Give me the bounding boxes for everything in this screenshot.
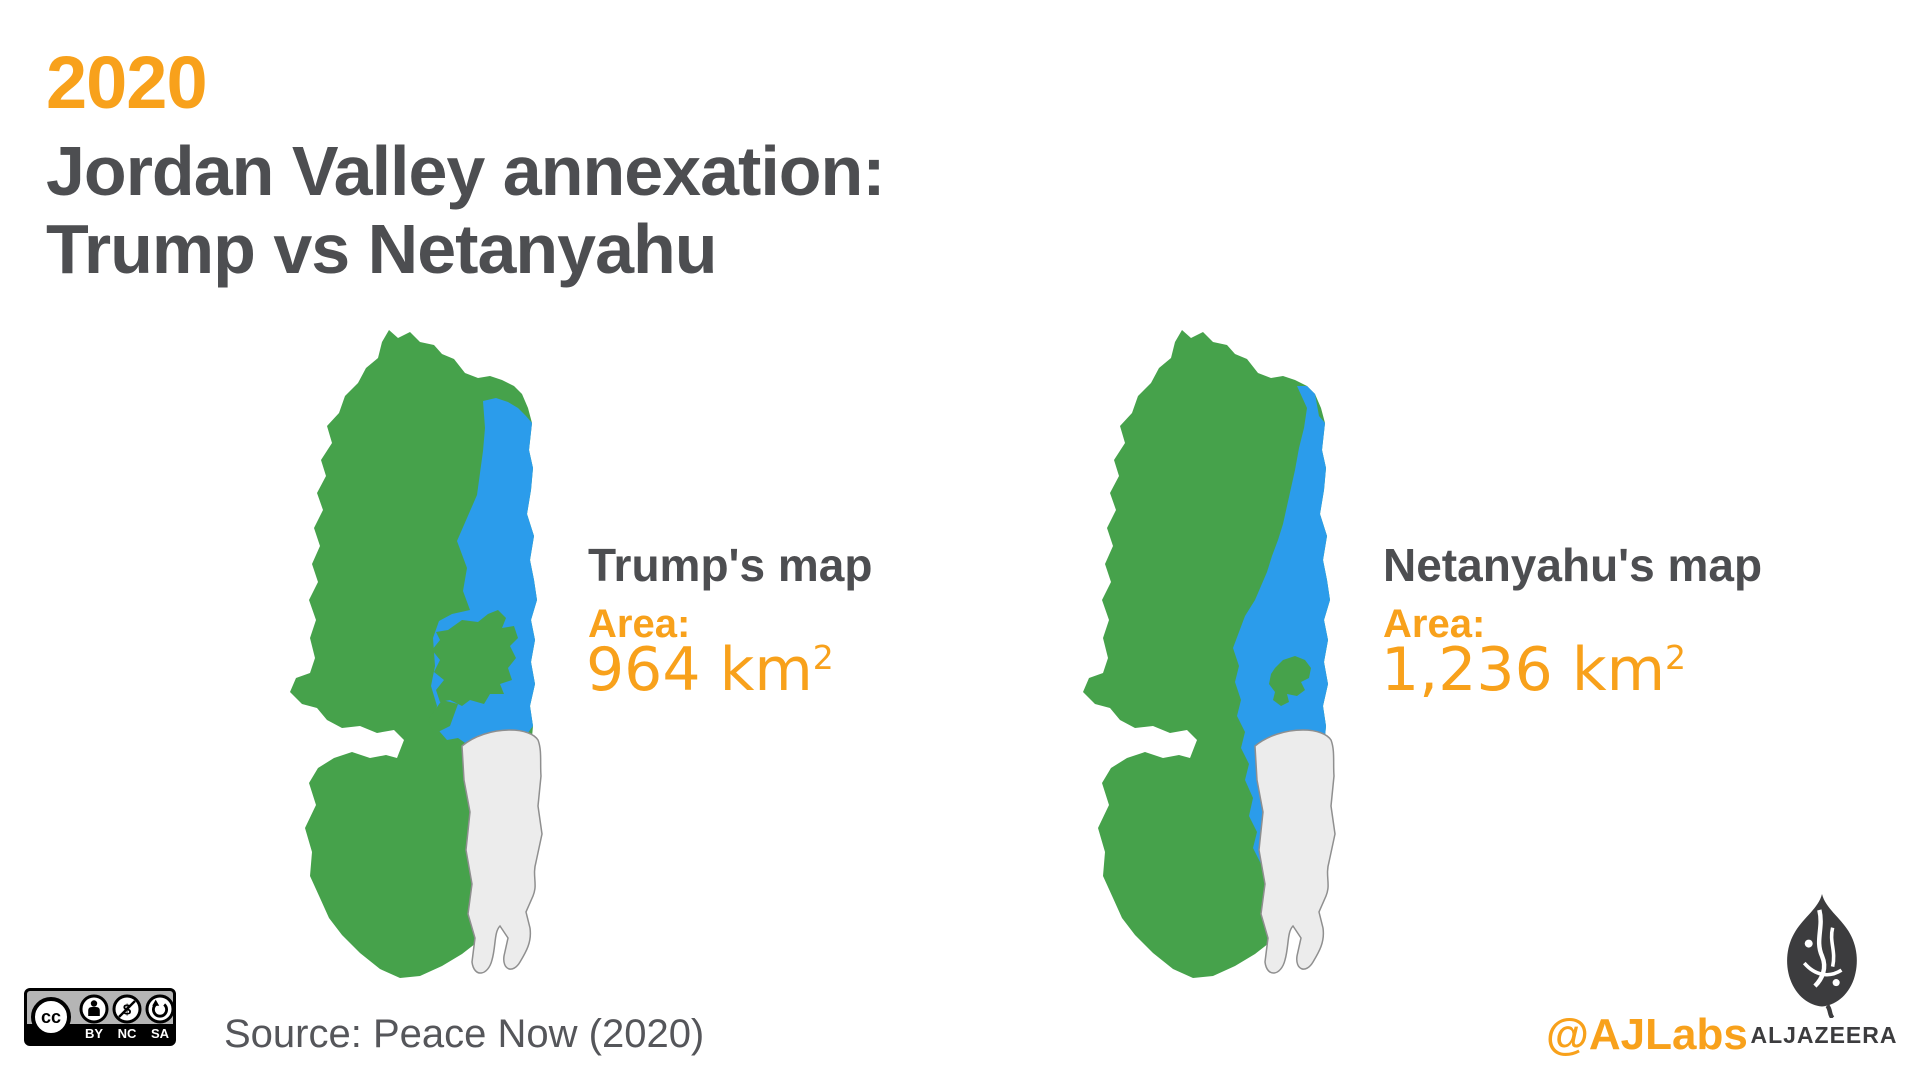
page-title: Jordan Valley annexation: Trump vs Netan… — [46, 132, 886, 289]
cc-license-labels: BY NC SA — [79, 1025, 175, 1042]
jericho-enclave-netanyahu — [1269, 656, 1311, 706]
creative-commons-license-badge: cc $ BY NC SA — [24, 988, 176, 1046]
al-jazeera-wordmark: ALJAZEERA — [1750, 1022, 1898, 1048]
title-line-2: Trump vs Netanyahu — [46, 210, 718, 289]
trump-area-value: 964 km2 — [586, 640, 834, 700]
netanyahu-area-superscript: 2 — [1665, 638, 1687, 677]
dead-sea-area-netanyahu — [1254, 729, 1336, 974]
netanyahu-area-value: 1,236 km2 — [1381, 640, 1686, 700]
trump-map-label: Trump's map — [588, 539, 873, 591]
trump-area-label: Area: — [588, 602, 691, 646]
netanyahu-map-label: Netanyahu's map — [1383, 539, 1763, 591]
cc-by-person-icon — [79, 994, 109, 1024]
cc-label-by: BY — [84, 1026, 104, 1041]
source-attribution: Source: Peace Now (2020) — [224, 1012, 705, 1056]
cc-icon: cc — [31, 997, 71, 1037]
ajlabs-credit-handle: @AJLabs — [1546, 1010, 1748, 1059]
netanyahu-west-bank-map — [1083, 330, 1336, 978]
year-label: 2020 — [46, 41, 208, 124]
jericho-enclave-trump — [428, 610, 518, 734]
title-line-1: Jordan Valley annexation: — [46, 132, 886, 210]
al-jazeera-logo-icon — [1787, 894, 1857, 1018]
cc-sa-share-alike-icon — [145, 994, 175, 1024]
cc-license-icons: $ — [79, 994, 175, 1024]
dead-sea-area-trump — [461, 729, 543, 974]
cc-nc-no-dollar-icon: $ — [112, 994, 142, 1024]
cc-label-sa: SA — [150, 1026, 170, 1041]
trump-area-number: 964 km — [586, 635, 813, 705]
trump-west-bank-map — [290, 330, 543, 978]
trump-area-superscript: 2 — [812, 638, 834, 677]
cc-label-nc: NC — [117, 1026, 137, 1041]
netanyahu-area-number: 1,236 km — [1381, 635, 1666, 705]
netanyahu-area-label: Area: — [1383, 602, 1486, 646]
